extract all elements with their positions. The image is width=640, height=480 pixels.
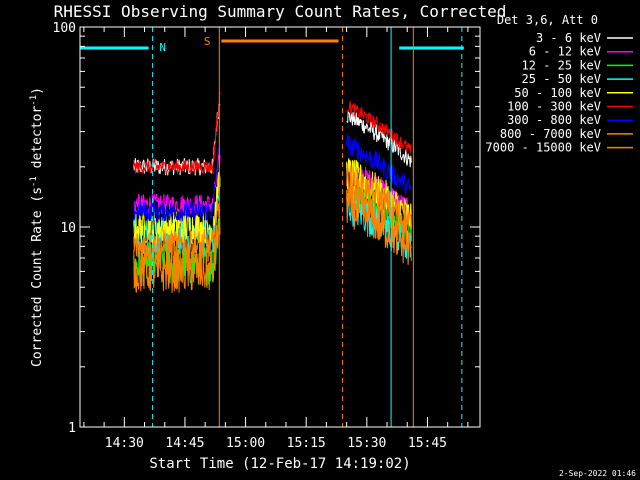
- y-axis-label-end: ): [30, 87, 45, 95]
- legend-entry-label: 12 - 25 keV: [522, 58, 601, 72]
- x-tick-label: 14:30: [105, 436, 144, 451]
- series-line: [346, 185, 412, 266]
- legend-entry-label: 6 - 12 keV: [529, 45, 601, 59]
- x-tick-label: 15:30: [347, 436, 386, 451]
- y-tick-label: 10: [60, 221, 76, 236]
- series-line: [133, 147, 221, 222]
- x-tick-label: 15:45: [408, 436, 447, 451]
- data-traces: [133, 92, 412, 293]
- series-line: [346, 165, 412, 242]
- legend-entry-label: 3 - 6 keV: [536, 31, 601, 45]
- x-tick-label: 14:45: [165, 436, 204, 451]
- x-tick-label: 15:15: [287, 436, 326, 451]
- y-axis-label-main: Corrected Count Rate (s: [30, 187, 45, 367]
- flag-label: S: [204, 35, 211, 48]
- chart-title: RHESSI Observing Summary Count Rates, Co…: [54, 2, 507, 21]
- series-line: [133, 198, 221, 264]
- y-axis-label-sup1: -1: [29, 176, 39, 187]
- x-axis-label: Start Time (12-Feb-17 14:19:02): [149, 456, 410, 472]
- legend-entry-label: 7000 - 15000 keV: [485, 141, 601, 155]
- series-line: [346, 100, 412, 154]
- series-line: [133, 206, 221, 293]
- legend-entry-label: 50 - 100 keV: [514, 86, 601, 100]
- legend-entry-label: 25 - 50 keV: [522, 72, 601, 86]
- y-axis-label-sup2: -1: [29, 95, 39, 106]
- legend-entry-label: 800 - 7000 keV: [500, 127, 601, 141]
- x-tick-label: 15:00: [226, 436, 265, 451]
- y-tick-label: 1: [68, 421, 76, 436]
- y-axis-label-mid: detector: [30, 106, 45, 177]
- x-axis: 14:30 14:45 15:00 15:15 15:30 15:45: [83, 27, 469, 451]
- y-axis-label: Corrected Count Rate (s-1 detector-1): [29, 87, 45, 367]
- flag-label: N: [159, 41, 166, 54]
- series-line: [346, 133, 412, 196]
- legend-entry-label: 100 - 300 keV: [507, 100, 601, 114]
- legend-entry-label: 300 - 800 keV: [507, 113, 601, 127]
- series-line: [133, 171, 221, 245]
- footer-date: 2-Sep-2022 01:46: [559, 469, 636, 478]
- series-line: [133, 92, 221, 175]
- y-axis: 1 10 100: [53, 21, 480, 436]
- legend-header: Det 3,6, Att 0: [497, 13, 598, 27]
- y-tick-label: 100: [53, 21, 76, 36]
